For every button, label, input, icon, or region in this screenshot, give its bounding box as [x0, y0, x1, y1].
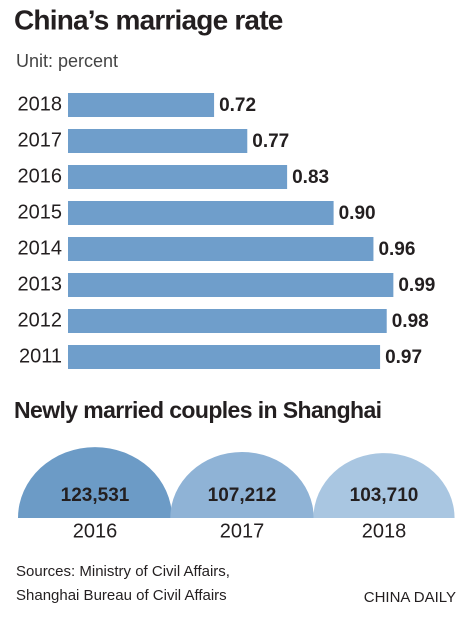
bar: [68, 309, 387, 333]
x-tick-label: 2016: [73, 520, 118, 542]
value-label: 0.98: [392, 311, 429, 332]
x-tick-label: 2017: [220, 520, 265, 542]
bar: [68, 345, 381, 369]
chart-title: China’s marriage rate: [14, 4, 283, 35]
value-label: 0.99: [398, 275, 435, 296]
bar: [68, 93, 215, 117]
bar: [68, 129, 248, 153]
y-tick-label: 2011: [19, 345, 62, 367]
subtitle: Unit: percent: [16, 51, 118, 71]
bar: [68, 201, 334, 225]
chart-title: Newly married couples in Shanghai: [14, 397, 381, 423]
x-tick-label: 2018: [362, 520, 407, 542]
value-label: 103,710: [350, 485, 419, 506]
bar: [68, 237, 374, 261]
dome: [18, 447, 172, 518]
source: Shanghai Bureau of Civil Affairs: [16, 587, 227, 604]
value-label: 0.90: [339, 203, 376, 224]
y-tick-label: 2016: [18, 165, 63, 187]
value-label: 0.96: [378, 239, 415, 260]
bar: [68, 165, 288, 189]
value-label: 0.97: [385, 347, 422, 368]
source: Sources: Ministry of Civil Affairs,: [16, 563, 230, 580]
y-tick-label: 2013: [18, 273, 63, 295]
value-label: 123,531: [61, 485, 130, 506]
value-label: 107,212: [208, 485, 277, 506]
dome: [313, 453, 455, 518]
y-tick-label: 2015: [18, 201, 63, 223]
y-tick-label: 2012: [18, 309, 63, 331]
credit: CHINA DAILY: [364, 589, 456, 606]
bar: [68, 273, 394, 297]
value-label: 0.72: [219, 95, 256, 116]
value-label: 0.77: [252, 131, 289, 152]
y-tick-label: 2018: [18, 93, 63, 115]
dome: [170, 452, 314, 518]
y-tick-label: 2017: [18, 129, 63, 151]
y-tick-label: 2014: [18, 237, 63, 259]
value-label: 0.83: [292, 167, 329, 188]
